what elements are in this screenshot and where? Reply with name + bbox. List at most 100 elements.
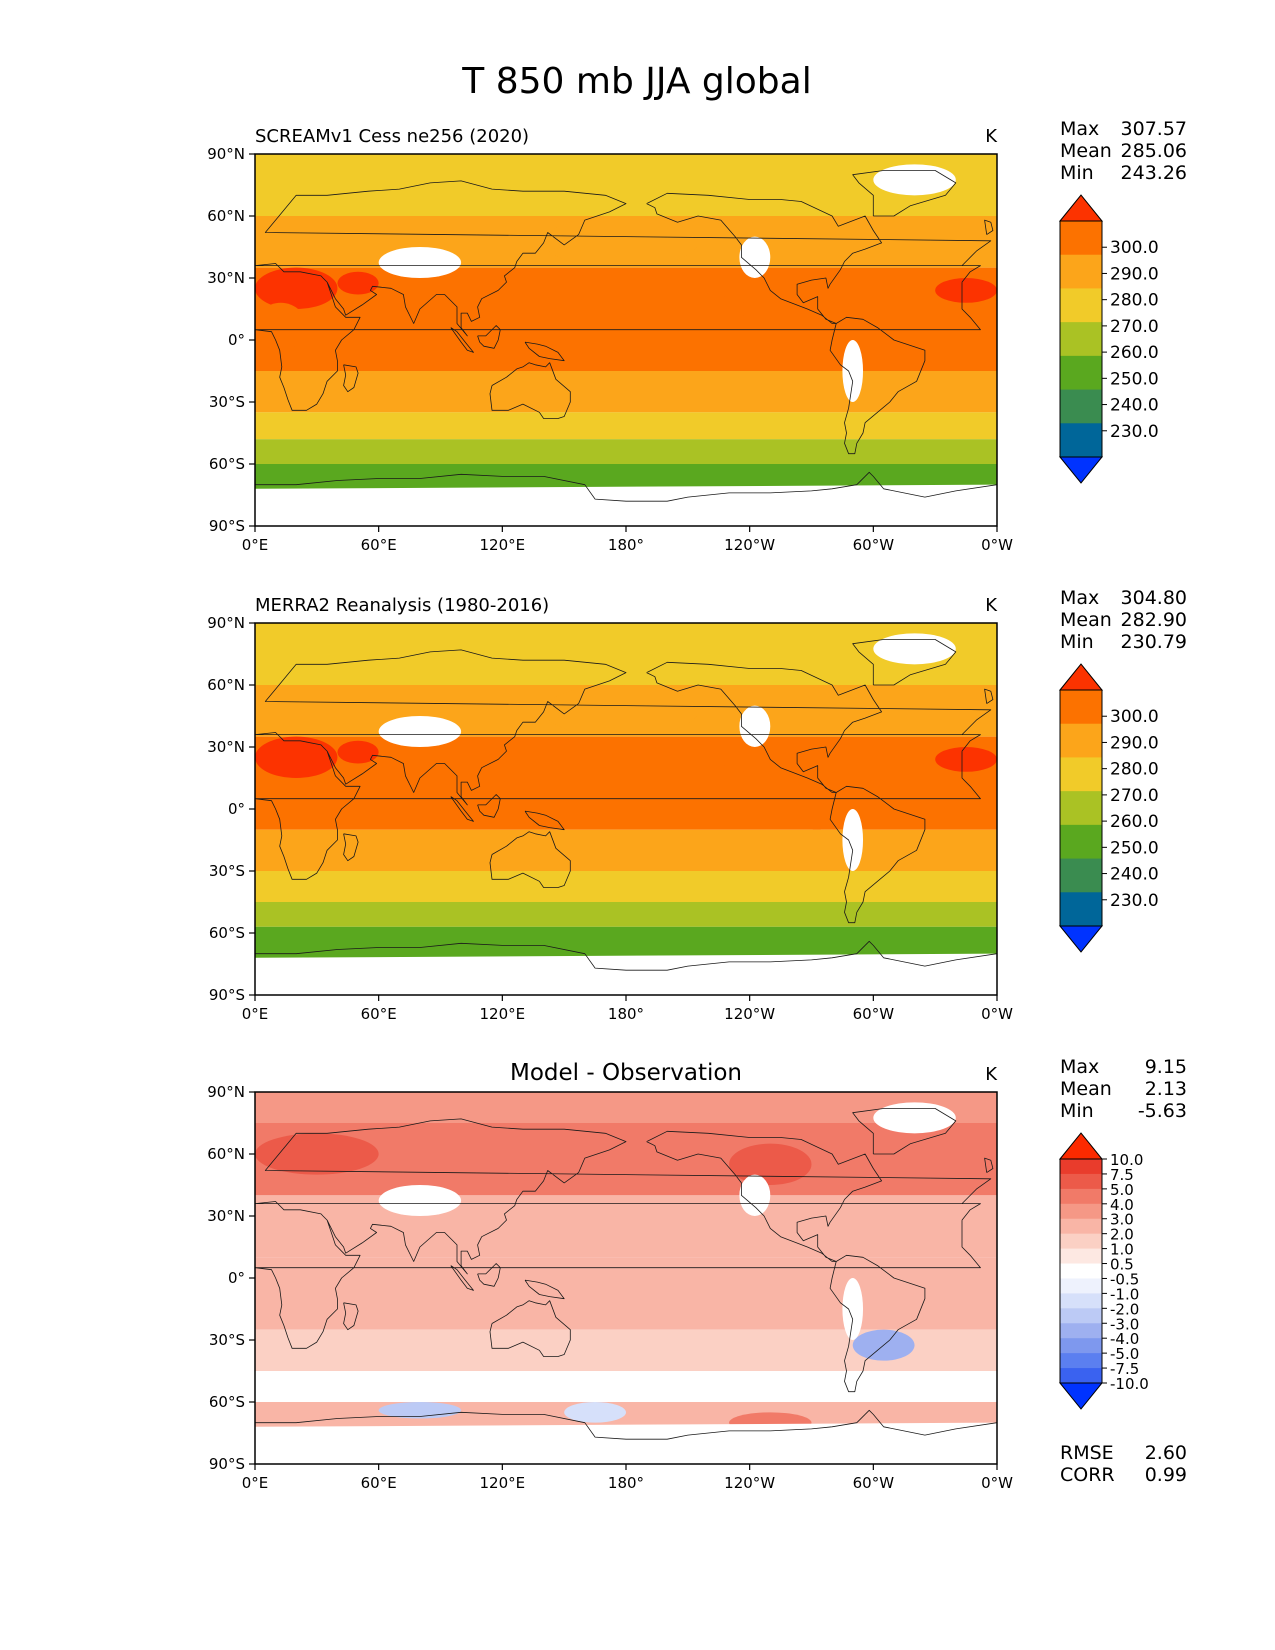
stats-block-1: Max 307.57 Mean 285.06 Min 243.26: [1060, 118, 1187, 184]
colorbar-extend-min: [1058, 456, 1104, 484]
colorbar-segment: [1060, 892, 1102, 927]
colorbar-segment: [1060, 1248, 1102, 1265]
colorbar-segment: [1060, 1278, 1102, 1294]
lat-tick-label: 90°N: [207, 145, 245, 163]
colorbar-tick-label: -3.0: [1110, 1315, 1139, 1333]
colorbar-segment: [1060, 1263, 1102, 1279]
units-label: K: [985, 595, 998, 616]
colorbar-segment: [1060, 1203, 1102, 1220]
stat-mean-label: Mean: [1060, 609, 1112, 631]
field-anomaly-4: [502, 757, 750, 799]
colorbar-frame: [1059, 220, 1103, 458]
colorbar-2: 300.0 290.0 280.0 270.0 260.0 250.0 240.0 230.0: [1058, 663, 1159, 953]
field-anomaly-3: [729, 1143, 812, 1185]
field-band-6: [255, 902, 997, 927]
field-anomaly-2: [935, 278, 997, 303]
lon-tick-label: 60°E: [361, 536, 397, 554]
lat-tick-label: 60°S: [209, 455, 245, 473]
colorbar-tick-label: -7.5: [1110, 1360, 1139, 1378]
coastlines: [254, 170, 998, 502]
panel-title: SCREAMv1 Cess ne256 (2020): [255, 126, 529, 147]
missing-data-region-5: [842, 809, 864, 871]
field-anomaly-2: [450, 1137, 544, 1185]
colorbar-tick-label: 4.0: [1110, 1196, 1134, 1214]
colorbar-tick-label: -5.0: [1110, 1345, 1139, 1363]
field-anomaly-3: [337, 271, 379, 295]
colorbar-tick-label: 300.0: [1110, 238, 1159, 258]
missing-data-region-1: [378, 716, 462, 747]
lon-tick-label: 180°: [608, 1005, 644, 1023]
colorbar-extend-min: [1058, 1382, 1104, 1410]
colorbar-tick-label: 290.0: [1110, 733, 1159, 753]
colorbar-segment: [1060, 1353, 1102, 1369]
missing-data-region-3: [873, 1102, 956, 1134]
colorbar-segment: [1060, 288, 1102, 323]
units-label: K: [985, 1064, 998, 1085]
lon-tick-label: 120°E: [480, 1474, 526, 1492]
lon-tick-label: 0°W: [981, 1005, 1013, 1023]
lon-tick-label: 60°W: [853, 1474, 895, 1492]
colorbar-segment: [1060, 389, 1102, 424]
lat-axis: 90°N 60°N 30°N 0° 30°S 60°S 90°S: [207, 145, 255, 535]
lon-tick-label: 120°W: [724, 1005, 775, 1023]
lat-tick-label: 30°S: [209, 1331, 245, 1349]
colorbar-tick-label: 10.0: [1110, 1151, 1143, 1169]
missing-data-region-2: [739, 236, 771, 278]
lat-tick-label: 30°N: [207, 269, 245, 287]
panel-title: MERRA2 Reanalysis (1980-2016): [255, 595, 549, 616]
field-band-6: [255, 1371, 997, 1402]
stat-max-value: 307.57: [1121, 118, 1187, 140]
coastline-path: [254, 639, 998, 971]
stat-mean-label: Mean: [1060, 140, 1112, 162]
colorbar-tick-label: 260.0: [1110, 812, 1159, 832]
colorbar-segment: [1060, 1338, 1102, 1354]
colorbar-tick-label: 280.0: [1110, 760, 1159, 780]
field-band-5: [255, 412, 997, 440]
field-band-1: [255, 1092, 997, 1123]
colorbar-segment: [1060, 1159, 1102, 1175]
colorbar-tick-label: -0.5: [1110, 1270, 1139, 1288]
panel-1: 90°N 60°N 30°N 0° 30°S 60°S 90°S 0°E 60°E 120°E 1…: [207, 126, 1013, 554]
colorbar-segment: [1060, 1308, 1102, 1324]
colorbar-segment: [1060, 1293, 1102, 1309]
lon-tick-label: 0°W: [981, 536, 1013, 554]
field-anomaly-6: [543, 216, 699, 268]
lon-tick-label: 60°W: [853, 536, 895, 554]
colorbar-extend-max: [1058, 1132, 1104, 1160]
field-band-4: [255, 829, 997, 871]
missing-data-region-5: [842, 340, 864, 402]
colorbar-segment: [1060, 1218, 1102, 1235]
colorbar-segment: [1060, 322, 1102, 357]
colorbar-tick-label: 270.0: [1110, 786, 1159, 806]
colorbar-tick-label: 3.0: [1110, 1211, 1134, 1229]
colorbar-tick-label: 270.0: [1110, 317, 1159, 337]
lon-tick-label: 60°E: [361, 1474, 397, 1492]
field-band-4: [255, 1257, 997, 1330]
map-field: [255, 1092, 997, 1464]
field-anomaly-3: [337, 740, 379, 764]
colorbar-frame: [1059, 1158, 1103, 1384]
missing-data-region-1: [378, 247, 462, 278]
rmse-value: 2.60: [1145, 1442, 1187, 1464]
field-anomaly-1: [255, 1133, 379, 1175]
stat-mean-value: 285.06: [1121, 140, 1187, 162]
lon-tick-label: 180°: [608, 536, 644, 554]
units-label: K: [985, 126, 998, 147]
colorbar-tick-label: 250.0: [1110, 838, 1159, 858]
lat-tick-label: 60°N: [207, 1145, 245, 1163]
colorbar-frame: [1059, 689, 1103, 927]
stat-max-value: 9.15: [1145, 1056, 1187, 1078]
panel-3: 90°N 60°N 30°N 0° 30°S 60°S 90°S 0°E 60°E 120°E 1…: [207, 1060, 1013, 1492]
panel-title: Model - Observation: [510, 1060, 742, 1086]
lat-tick-label: 30°N: [207, 738, 245, 756]
coastlines: [254, 1108, 998, 1440]
lon-tick-label: 0°E: [242, 1005, 269, 1023]
colorbar-tick-label: -2.0: [1110, 1300, 1139, 1318]
lat-tick-label: 0°: [228, 1269, 245, 1287]
lat-tick-label: 90°S: [209, 1455, 245, 1473]
missing-data-region-4: [255, 484, 997, 526]
colorbar-segment: [1060, 690, 1102, 725]
field-band-6: [255, 439, 997, 464]
lon-tick-label: 120°W: [724, 1474, 775, 1492]
lat-tick-label: 0°: [228, 800, 245, 818]
